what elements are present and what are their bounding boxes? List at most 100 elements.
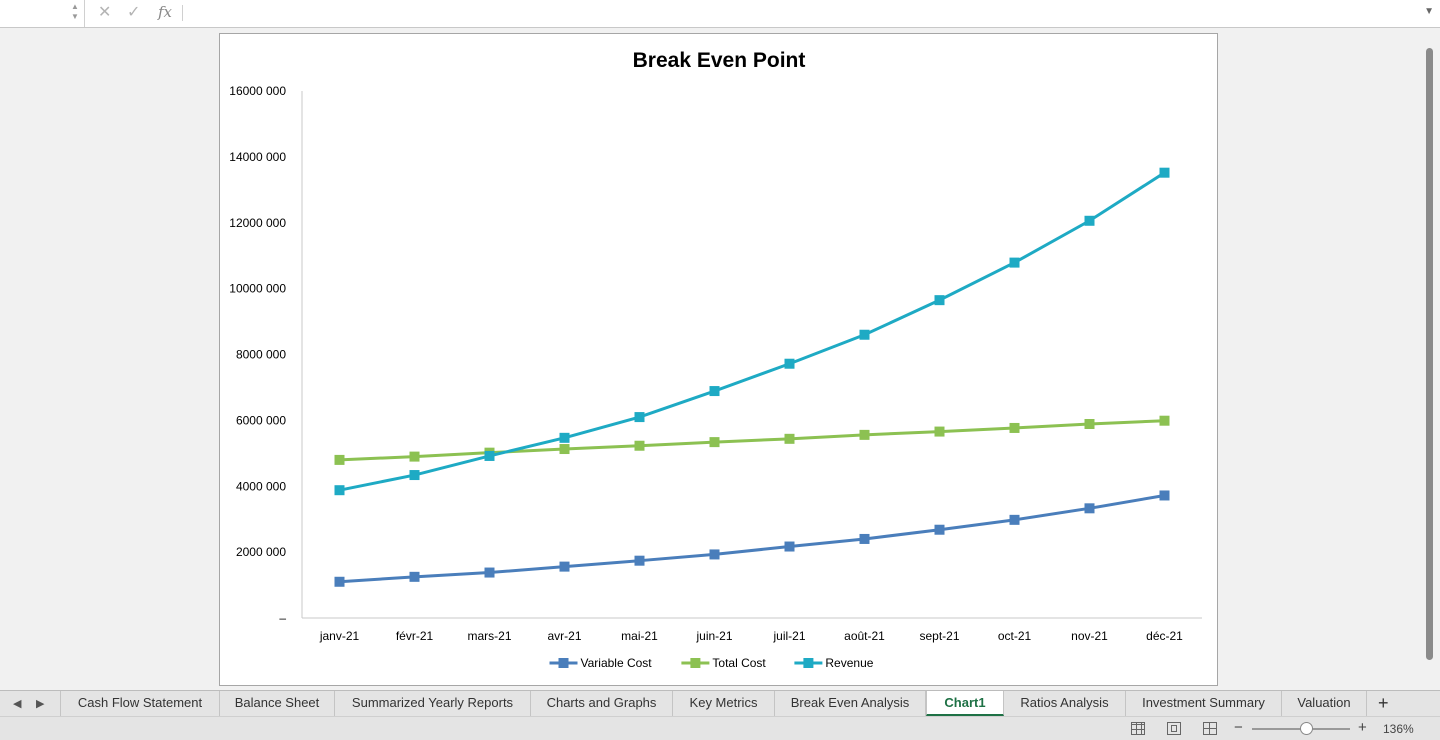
page-layout-icon[interactable] xyxy=(1167,722,1181,735)
name-box[interactable]: ▲ ▼ xyxy=(0,0,85,27)
function-icon[interactable]: fx xyxy=(158,3,173,21)
cross-icon[interactable]: ✕ xyxy=(98,4,112,21)
data-point xyxy=(1084,215,1095,226)
data-point xyxy=(559,444,570,455)
data-point xyxy=(484,450,495,461)
data-point xyxy=(1159,415,1170,426)
data-point xyxy=(859,533,870,544)
formula-bar: ▲ ▼ ✕ ✓ fx ▼ xyxy=(0,0,1440,28)
tab-prev-icon[interactable]: ◀ xyxy=(13,698,22,710)
chart-title: Break Even Point xyxy=(633,49,806,72)
page-break-icon[interactable] xyxy=(1203,722,1217,735)
y-tick-label: 6000 000 xyxy=(236,413,286,427)
x-tick-label: juil-21 xyxy=(772,629,805,643)
y-tick-label: – xyxy=(279,611,286,625)
legend-marker-1 xyxy=(690,658,701,668)
data-point xyxy=(1084,503,1095,514)
formula-input[interactable] xyxy=(188,2,1418,24)
data-point xyxy=(634,555,645,566)
zoom-in-button[interactable]: + xyxy=(1358,719,1367,736)
name-box-spinner[interactable]: ▲ ▼ xyxy=(71,2,79,21)
data-point xyxy=(859,429,870,440)
tab-balance-sheet[interactable]: Balance Sheet xyxy=(220,691,335,716)
tab-investment-summary[interactable]: Investment Summary xyxy=(1126,691,1282,716)
x-tick-label: janv-21 xyxy=(319,629,360,643)
tab-cash-flow-statement[interactable]: Cash Flow Statement xyxy=(60,691,220,716)
add-sheet-button[interactable]: + xyxy=(1378,693,1389,713)
data-point xyxy=(859,329,870,340)
chart-frame[interactable]: Break Even Point – 2000 000 4000 000 6000 00… xyxy=(219,33,1218,686)
tab-valuation[interactable]: Valuation xyxy=(1282,691,1367,716)
data-point xyxy=(1159,167,1170,178)
zoom-slider-thumb[interactable] xyxy=(1300,722,1313,735)
zoom-percentage[interactable]: 136% xyxy=(1383,722,1414,736)
y-tick-label: 8000 000 xyxy=(236,348,286,362)
tab-chart1[interactable]: Chart1 xyxy=(926,691,1004,716)
data-point xyxy=(409,470,420,481)
tab-charts-and-graphs[interactable]: Charts and Graphs xyxy=(531,691,673,716)
legend-marker-0 xyxy=(558,658,569,668)
tab-next-icon[interactable]: ▶ xyxy=(36,698,45,710)
data-point xyxy=(334,454,345,465)
y-tick-label: 12000 000 xyxy=(229,216,286,230)
data-point xyxy=(334,576,345,587)
legend-marker-2 xyxy=(803,658,814,668)
data-point xyxy=(1009,514,1020,525)
data-point xyxy=(709,549,720,560)
legend-label: Variable Cost xyxy=(581,656,653,670)
x-tick-label: févr-21 xyxy=(396,629,434,643)
data-point xyxy=(709,437,720,448)
legend-label: Revenue xyxy=(825,656,873,670)
data-point xyxy=(934,426,945,437)
data-point xyxy=(334,485,345,496)
data-point xyxy=(1009,422,1020,433)
data-point xyxy=(559,432,570,443)
check-icon[interactable]: ✓ xyxy=(127,4,141,21)
tab-summarized-yearly-reports[interactable]: Summarized Yearly Reports xyxy=(335,691,531,716)
normal-view-icon[interactable] xyxy=(1131,722,1145,735)
x-tick-label: nov-21 xyxy=(1071,629,1108,643)
formula-separator xyxy=(182,5,183,21)
x-tick-label: mai-21 xyxy=(621,629,658,643)
data-point xyxy=(409,451,420,462)
data-point xyxy=(1159,490,1170,501)
legend-label: Total Cost xyxy=(712,656,766,670)
data-point xyxy=(634,412,645,423)
chart-svg: Break Even Point – 2000 000 4000 000 6000 00… xyxy=(229,49,1202,670)
data-point xyxy=(784,358,795,369)
y-tick-label: 2000 000 xyxy=(236,545,286,559)
chevron-down-icon[interactable]: ▼ xyxy=(1424,6,1434,17)
tab-key-metrics[interactable]: Key Metrics xyxy=(673,691,775,716)
x-tick-label: oct-21 xyxy=(998,629,1032,643)
y-tick-label: 10000 000 xyxy=(229,282,286,296)
data-point xyxy=(709,386,720,397)
data-point xyxy=(634,440,645,451)
x-tick-label: juin-21 xyxy=(695,629,732,643)
data-point xyxy=(559,561,570,572)
data-point xyxy=(934,295,945,306)
data-point xyxy=(1084,418,1095,429)
series-line-1 xyxy=(339,419,1165,462)
scrollbar-thumb[interactable] xyxy=(1426,48,1433,660)
series-line-0 xyxy=(339,493,1165,584)
y-tick-label: 4000 000 xyxy=(236,479,286,493)
data-point xyxy=(484,567,495,578)
sheet-tabs-bar: ◀ ▶ Cash Flow Statement Balance Sheet Su… xyxy=(0,690,1440,716)
data-point xyxy=(934,524,945,535)
data-point xyxy=(409,571,420,582)
tab-ratios-analysis[interactable]: Ratios Analysis xyxy=(1004,691,1126,716)
y-tick-label: 16000 000 xyxy=(229,84,286,98)
x-tick-label: août-21 xyxy=(844,629,885,643)
x-tick-label: avr-21 xyxy=(547,629,581,643)
y-tick-label: 14000 000 xyxy=(229,150,286,164)
series-line-2 xyxy=(339,171,1166,492)
data-point xyxy=(784,433,795,444)
zoom-out-button[interactable]: − xyxy=(1234,719,1243,736)
data-point xyxy=(784,541,795,552)
vertical-scrollbar[interactable] xyxy=(1422,36,1436,690)
x-tick-label: déc-21 xyxy=(1146,629,1183,643)
status-bar: − + 136% xyxy=(0,716,1440,740)
data-point xyxy=(1009,257,1020,268)
x-tick-label: mars-21 xyxy=(467,629,511,643)
tab-break-even-analysis[interactable]: Break Even Analysis xyxy=(775,691,926,716)
